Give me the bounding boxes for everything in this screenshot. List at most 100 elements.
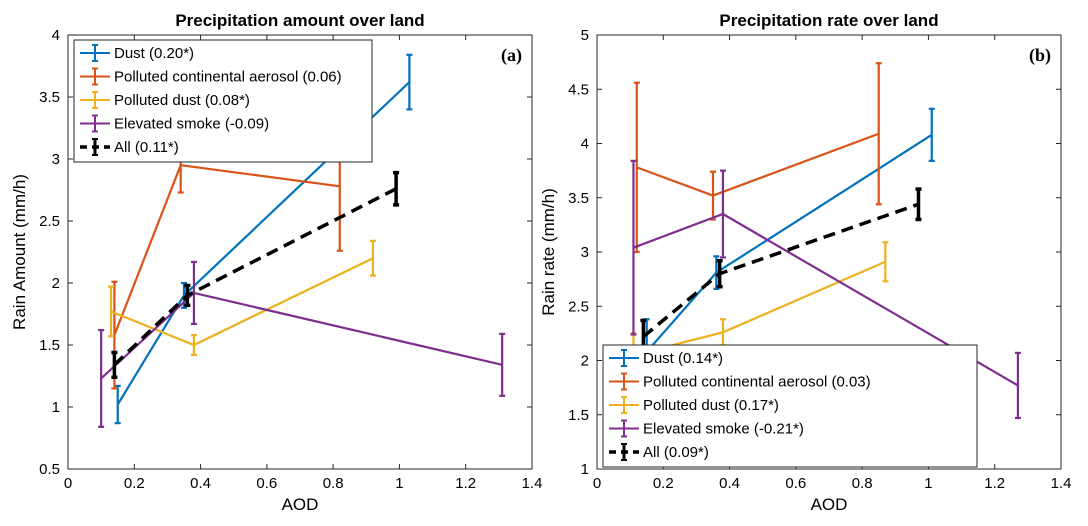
- x-tick-label: 1.4: [522, 475, 543, 492]
- chart-panel-a: 0 0.2 0.4 0.6 0.8 1 1.2 1.4 0.5 1 1.5 2 2.5 3 3.5 4 Prec…: [10, 11, 542, 514]
- x-tick-label: 1: [395, 475, 403, 492]
- legend-label: All (0.09*): [643, 444, 709, 461]
- error-bar: [369, 239, 376, 277]
- x-axis-label: AOD: [811, 495, 848, 514]
- y-tick-label: 4.5: [568, 81, 589, 98]
- error-bar: [184, 283, 191, 308]
- error-bar: [716, 258, 723, 289]
- legend-item: Elevated smoke (-0.21*): [609, 419, 804, 438]
- x-tick-label: 0.4: [190, 475, 211, 492]
- x-tick-label: 0: [64, 475, 72, 492]
- panel-label: (a): [501, 45, 522, 66]
- legend-item: Polluted dust (0.08*): [80, 91, 250, 109]
- error-bar: [393, 170, 400, 207]
- legend-item: Polluted dust (0.17*): [609, 396, 779, 414]
- legend-item: Polluted continental aerosol (0.03): [609, 372, 871, 391]
- series-2: [108, 239, 376, 357]
- error-bar: [114, 384, 121, 425]
- error-bar: [111, 350, 118, 379]
- y-tick-label: 2.5: [39, 213, 60, 230]
- error-bar: [406, 53, 413, 111]
- error-bar: [719, 169, 726, 259]
- series-4: [111, 170, 400, 379]
- legend: Dust (0.14*) Polluted continental aerosol…: [602, 344, 978, 468]
- legend-label: All (0.11*): [114, 139, 179, 156]
- chart-title: Precipitation amount over land: [175, 11, 424, 30]
- y-tick-label: 1.5: [568, 407, 589, 424]
- error-bar: [875, 62, 882, 206]
- x-tick-label: 0.2: [653, 475, 674, 492]
- series-4: [640, 187, 922, 355]
- error-bar: [630, 159, 637, 336]
- y-tick-label: 1: [52, 399, 60, 416]
- y-tick-label: 4: [581, 136, 589, 153]
- series-line: [100, 291, 503, 380]
- x-tick-label: 0.6: [785, 475, 806, 492]
- legend-label: Polluted continental aerosol (0.03): [643, 374, 871, 391]
- error-bar: [181, 281, 187, 309]
- y-tick-label: 0.5: [39, 461, 60, 478]
- series-0: [643, 107, 935, 386]
- y-axis-label: Rain Amount (mm/h): [10, 174, 29, 330]
- y-tick-label: 1.5: [39, 337, 60, 354]
- legend-item: All (0.11*): [80, 138, 179, 156]
- error-bar: [499, 332, 506, 397]
- legend-label: Polluted continental aerosol (0.06): [114, 69, 342, 86]
- error-bar: [190, 333, 197, 357]
- series-line: [636, 132, 880, 197]
- legend-item: Dust (0.20*): [80, 44, 194, 62]
- series-1: [633, 62, 882, 254]
- legend-item: Polluted continental aerosol (0.06): [80, 67, 342, 86]
- error-bar: [713, 255, 720, 290]
- legend-label: Dust (0.20*): [114, 45, 194, 62]
- series-line: [633, 260, 886, 357]
- error-bar: [98, 329, 105, 428]
- legend-label: Dust (0.14*): [643, 350, 723, 367]
- error-bar: [882, 241, 889, 283]
- y-tick-label: 4: [52, 27, 60, 44]
- error-bar: [108, 285, 115, 338]
- error-bar: [633, 81, 640, 254]
- error-bar: [1014, 351, 1021, 420]
- legend-item: Dust (0.14*): [609, 349, 723, 367]
- series-line: [642, 202, 920, 338]
- x-tick-label: 1.2: [984, 475, 1005, 492]
- x-tick-label: 0: [593, 475, 601, 492]
- x-tick-label: 0.8: [323, 475, 344, 492]
- x-tick-label: 0.2: [124, 475, 145, 492]
- legend-label: Elevated smoke (-0.21*): [643, 421, 804, 438]
- y-tick-label: 1: [581, 461, 589, 478]
- x-axis-label: AOD: [282, 495, 319, 514]
- plot-area: [67, 34, 533, 470]
- x-tick-label: 0.4: [719, 475, 740, 492]
- y-tick-label: 2: [52, 275, 60, 292]
- error-bar: [190, 260, 197, 326]
- chart-panel-b: 0 0.2 0.4 0.6 0.8 1 1.2 1.4 1 1.5 2 2.5 3 3.5 4 4.5 5 Pre…: [539, 11, 1071, 514]
- x-tick-label: 1: [924, 475, 932, 492]
- legend-label: Polluted dust (0.08*): [114, 92, 250, 109]
- legend: Dust (0.20*) Polluted continental aerosol…: [73, 39, 373, 163]
- y-tick-label: 3.5: [39, 89, 60, 106]
- chart-title: Precipitation rate over land: [719, 11, 938, 30]
- y-axis-label: Rain rate (mm/h): [539, 188, 558, 316]
- error-bar: [928, 107, 935, 162]
- x-tick-label: 0.6: [256, 475, 277, 492]
- panel-label: (b): [1029, 45, 1051, 66]
- y-tick-label: 3: [52, 151, 60, 168]
- series-line: [113, 163, 340, 336]
- y-tick-label: 2: [581, 353, 589, 370]
- y-tick-label: 5: [581, 27, 589, 44]
- legend-box: [602, 344, 978, 468]
- y-tick-label: 3.5: [568, 190, 589, 207]
- legend-label: Elevated smoke (-0.09): [114, 116, 269, 133]
- series-3: [98, 260, 506, 428]
- series-3: [630, 159, 1021, 420]
- legend-label: Polluted dust (0.17*): [643, 397, 779, 414]
- y-tick-label: 3: [581, 244, 589, 261]
- legend-item: All (0.09*): [609, 443, 709, 461]
- legend-box: [73, 39, 373, 163]
- y-tick-label: 2.5: [568, 298, 589, 315]
- error-bar: [915, 187, 922, 222]
- x-tick-label: 1.2: [455, 475, 476, 492]
